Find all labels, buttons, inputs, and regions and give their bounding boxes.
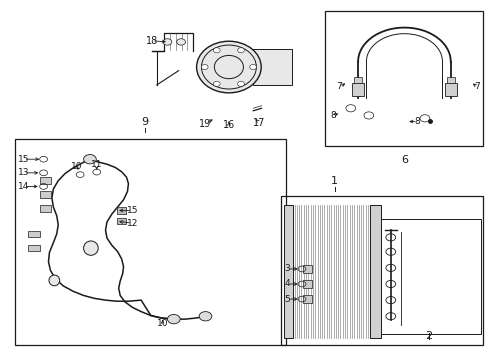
Text: 12: 12 — [126, 219, 138, 228]
Text: 14: 14 — [18, 182, 29, 191]
Bar — [40, 177, 51, 184]
Text: 10: 10 — [157, 319, 168, 328]
Bar — [446, 77, 454, 83]
Text: 11: 11 — [91, 160, 102, 169]
Text: 17: 17 — [252, 118, 265, 128]
Text: 8: 8 — [330, 111, 335, 120]
Text: 18: 18 — [145, 36, 158, 46]
Circle shape — [176, 39, 185, 45]
Text: 16: 16 — [223, 120, 235, 130]
Text: 8: 8 — [414, 117, 420, 126]
Ellipse shape — [49, 275, 60, 286]
Text: 2: 2 — [425, 331, 431, 341]
Text: 15: 15 — [18, 155, 29, 164]
Bar — [40, 191, 51, 198]
Bar — [15, 139, 285, 345]
Circle shape — [83, 154, 96, 164]
Circle shape — [213, 81, 220, 86]
Circle shape — [237, 48, 244, 53]
Text: 10: 10 — [70, 162, 82, 171]
Text: 7: 7 — [336, 82, 342, 91]
Text: 7: 7 — [474, 82, 480, 91]
Bar — [281, 196, 483, 345]
Circle shape — [237, 81, 244, 86]
Ellipse shape — [214, 55, 243, 78]
Bar — [351, 83, 363, 96]
Circle shape — [199, 312, 211, 321]
Bar — [369, 205, 380, 338]
Text: 1: 1 — [330, 176, 338, 186]
Bar — [117, 218, 126, 225]
Bar — [28, 230, 40, 237]
Circle shape — [163, 39, 171, 45]
Circle shape — [249, 64, 256, 69]
Circle shape — [213, 48, 220, 53]
Text: 13: 13 — [18, 168, 29, 177]
Bar — [444, 83, 456, 96]
Bar — [253, 49, 292, 85]
Circle shape — [201, 64, 208, 69]
Ellipse shape — [196, 41, 261, 93]
Bar — [40, 206, 51, 212]
Text: 3: 3 — [284, 265, 290, 274]
Bar — [303, 280, 311, 288]
Text: 15: 15 — [126, 206, 138, 215]
Bar — [284, 205, 293, 338]
Bar — [353, 77, 361, 83]
Bar — [325, 12, 483, 146]
Bar — [117, 207, 126, 214]
Bar — [375, 220, 480, 334]
Text: 4: 4 — [284, 279, 290, 288]
Circle shape — [167, 315, 180, 324]
Bar — [303, 296, 311, 303]
Text: 6: 6 — [400, 154, 407, 165]
Text: 5: 5 — [284, 294, 290, 303]
Text: 9: 9 — [141, 117, 148, 127]
Bar — [28, 245, 40, 251]
Bar — [303, 265, 311, 273]
Text: 19: 19 — [199, 119, 211, 129]
Ellipse shape — [83, 241, 98, 255]
